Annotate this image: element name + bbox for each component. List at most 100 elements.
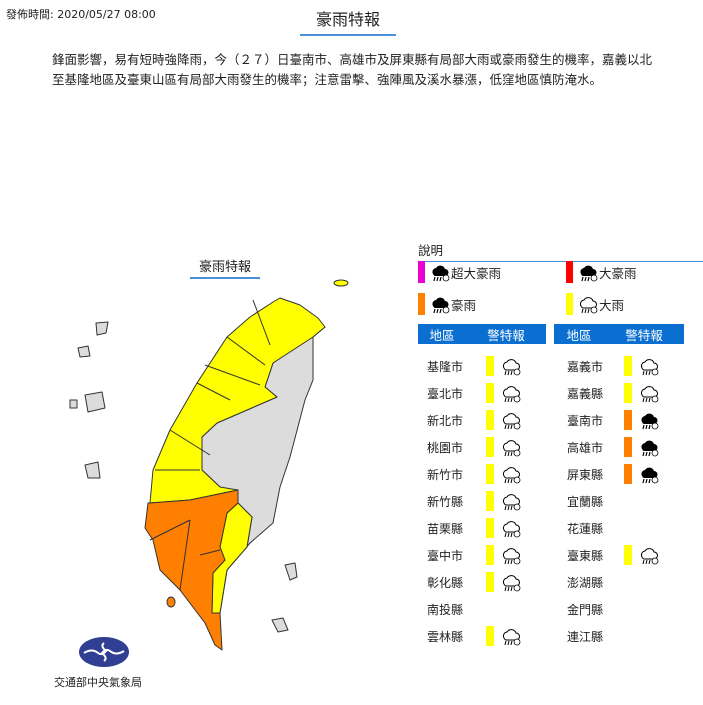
warning-level-bar [624,437,632,457]
legend-label: 大豪雨 [599,265,637,281]
warning-level-bar [486,437,494,457]
table-row: 桃園市 [412,436,522,458]
cloud-rain-outline-icon [502,575,521,592]
legend-label: 豪雨 [451,297,477,313]
island-liuqiu [166,596,176,608]
legend-torrential: 豪雨 [418,293,476,315]
map-title: 豪雨特報 [190,256,260,279]
region-name: 臺南市 [566,413,603,428]
island-penghu [84,391,106,413]
cloud-rain-filled-icon [640,467,659,484]
region-name: 嘉義市 [566,359,603,374]
legend-heavy: 大雨 [566,293,624,315]
table-row: 新竹縣 [412,490,522,512]
warning-level-bar [486,410,494,430]
cloud-rain-outline-icon [502,629,521,646]
region-name: 宜蘭縣 [566,494,603,509]
cloud-rain-outline-icon [502,359,521,376]
table-row: 金門縣 [552,598,618,620]
region-name: 臺中市 [426,548,463,563]
warning-level-bar [486,545,494,565]
region-name: 雲林縣 [426,629,463,644]
cloud-rain-outline-icon [502,521,521,538]
cloud-rain-outline-icon [502,494,521,511]
warning-level-bar [486,626,494,646]
cloud-rain-outline-icon [640,548,659,565]
table-row: 新北市 [412,409,522,431]
cloud-rain-outline-icon [502,440,521,457]
region-name: 澎湖縣 [566,575,603,590]
island-penghu [77,345,91,358]
table-row: 連江縣 [552,625,618,647]
table-row: 澎湖縣 [552,571,618,593]
table-row: 苗栗縣 [412,517,522,539]
region-name: 新竹市 [426,467,463,482]
warning-description: 鋒面影響，易有短時強降雨，今（２７）日臺南市、高雄市及屏東縣有局部大雨或豪雨發生… [52,52,653,87]
table-header-right: 地區 警特報 [554,324,684,344]
table-row: 臺東縣 [552,544,660,566]
region-name: 嘉義縣 [566,386,603,401]
col-region: 地區 [429,327,455,343]
table-row: 新竹市 [412,463,522,485]
region-name: 基隆市 [426,359,463,374]
table-row: 雲林縣 [412,625,522,647]
island-green [284,562,298,581]
taiwan-warning-map [69,279,349,651]
cloud-rain-outline-icon [502,548,521,565]
table-row: 南投縣 [412,598,478,620]
warning-level-bar [486,491,494,511]
region-name: 桃園市 [426,440,463,455]
warning-level-bar [624,545,632,565]
island-penghu [69,399,78,409]
cloud-rain-filled-icon [431,297,450,314]
region-name: 屏東縣 [566,467,603,482]
cwb-logo [79,637,129,667]
cloud-heavy-rain-icon [431,265,450,282]
warning-level-bar [486,518,494,538]
col-warning: 警特報 [487,327,525,343]
cloud-rain-outline-icon [640,386,659,403]
table-row: 宜蘭縣 [552,490,618,512]
region-name: 臺北市 [426,386,463,401]
warning-level-bar [486,356,494,376]
region-name: 彰化縣 [426,575,463,590]
region-name: 苗栗縣 [426,521,463,536]
table-row: 基隆市 [412,355,522,377]
legend-title: 說明 [418,240,703,262]
region-name: 新北市 [426,413,463,428]
region-name: 南投縣 [426,602,463,617]
warning-level-bar [624,356,632,376]
legend-label: 超大豪雨 [451,265,502,281]
table-row: 高雄市 [552,436,660,458]
agency-name: 交通部中央氣象局 [54,676,142,689]
warning-level-bar [486,464,494,484]
region-name: 新竹縣 [426,494,463,509]
col-warning: 警特報 [625,327,663,343]
cloud-rain-filled-icon [640,413,659,430]
cloud-heavy-rain-icon [579,265,598,282]
region-name: 高雄市 [566,440,603,455]
cloud-rain-outline-icon [579,297,598,314]
legend-super-torrential: 超大豪雨 [418,261,501,283]
region-heavy-rain [149,297,326,504]
cloud-rain-outline-icon [502,386,521,403]
cloud-rain-outline-icon [502,413,521,430]
warning-level-bar [486,383,494,403]
region-name: 金門縣 [566,602,603,617]
warning-level-bar [624,410,632,430]
table-row: 嘉義縣 [552,382,660,404]
warning-level-bar [624,383,632,403]
warning-level-bar [486,572,494,592]
table-header-left: 地區 警特報 [418,324,546,344]
table-row: 屏東縣 [552,463,660,485]
legend-extremely-torrential: 大豪雨 [566,261,637,283]
table-row: 臺北市 [412,382,522,404]
table-row: 花蓮縣 [552,517,618,539]
island-orchid [271,617,289,633]
cloud-rain-outline-icon [640,359,659,376]
table-row: 臺中市 [412,544,522,566]
warning-level-bar [624,464,632,484]
region-torrential-rain [144,489,239,651]
region-name: 臺東縣 [566,548,603,563]
island-penghu [84,461,101,479]
